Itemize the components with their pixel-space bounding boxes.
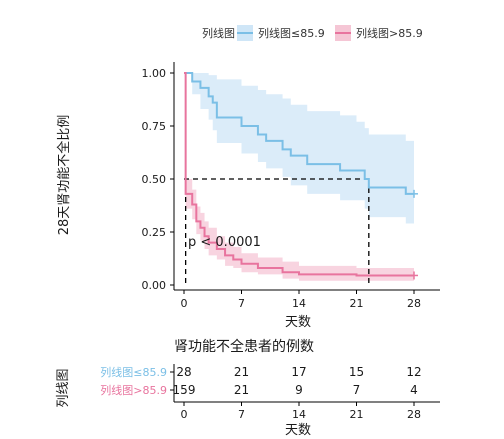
risk-row-label-high: 列线图>85.9 [100, 383, 167, 397]
risk-x-tick-label: 21 [350, 408, 364, 421]
y-tick-label: 0.25 [142, 226, 167, 239]
risk-count-cell: 9 [295, 383, 303, 397]
risk-table-title: 肾功能不全患者的例数 [174, 338, 314, 355]
x-tick-label: 7 [238, 297, 245, 310]
risk-x-axis-title: 天数 [285, 423, 311, 438]
median-lines [184, 178, 370, 285]
risk-count-cell: 21 [234, 383, 249, 397]
risk-x-tick-label: 7 [238, 408, 245, 421]
km-curve-0 [184, 72, 414, 195]
x-ticks: 0 7 14 21 28 [181, 290, 421, 310]
x-tick-label: 14 [292, 297, 306, 310]
survival-curves [184, 72, 418, 280]
legend-title: 列线图 [202, 26, 235, 40]
risk-count-cell: 21 [234, 365, 249, 379]
y-axis-title: 28天肾功能不全比例 [56, 115, 72, 236]
risk-count-cell: 7 [353, 383, 361, 397]
legend-label-low: 列线图≤85.9 [258, 26, 325, 40]
x-axis-title: 天数 [285, 315, 311, 330]
risk-count-cell: 12 [406, 365, 421, 379]
km-curve-1 [184, 72, 414, 277]
y-tick-label: 0.00 [142, 279, 167, 292]
risk-x-ticks: 0 7 14 21 28 [181, 402, 421, 421]
x-tick-label: 28 [407, 297, 421, 310]
risk-x-tick-label: 14 [292, 408, 306, 421]
x-tick-label: 0 [181, 297, 188, 310]
y-tick-label: 0.75 [142, 120, 167, 133]
y-tick-label: 1.00 [142, 67, 167, 80]
p-value-annotation: p < 0.0001 [188, 235, 261, 250]
legend: 列线图 列线图≤85.9 列线图>85.9 [202, 25, 423, 41]
y-tick-label: 0.50 [142, 173, 167, 186]
risk-count-cell: 28 [176, 365, 191, 379]
risk-table-ylabel: 列线图 [56, 368, 71, 407]
legend-label-high: 列线图>85.9 [356, 26, 423, 40]
ci-band-0 [184, 73, 414, 224]
x-tick-label: 21 [350, 297, 364, 310]
risk-counts: 28 21 17 15 12 159 21 9 7 4 [170, 365, 422, 397]
y-ticks: 0.00 0.25 0.50 0.75 1.00 [142, 67, 174, 292]
risk-count-cell: 15 [349, 365, 364, 379]
risk-count-cell: 4 [410, 383, 418, 397]
risk-x-tick-label: 0 [181, 408, 188, 421]
confidence-bands [184, 73, 414, 281]
risk-count-cell: 17 [291, 365, 306, 379]
risk-x-tick-label: 28 [407, 408, 421, 421]
risk-row-label-low: 列线图≤85.9 [100, 365, 167, 379]
risk-count-cell: 159 [173, 383, 196, 397]
